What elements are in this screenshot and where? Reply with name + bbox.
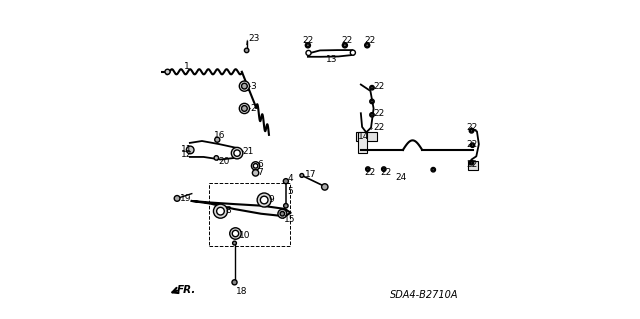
Text: 20: 20 <box>218 157 229 166</box>
Circle shape <box>365 44 369 47</box>
Text: 12: 12 <box>181 150 193 159</box>
Text: 7: 7 <box>257 168 263 177</box>
Circle shape <box>306 50 311 56</box>
Text: 22: 22 <box>302 36 314 45</box>
Text: 22: 22 <box>364 168 375 177</box>
Circle shape <box>365 43 370 48</box>
Text: 22: 22 <box>467 140 478 149</box>
Circle shape <box>469 129 474 133</box>
Circle shape <box>370 99 374 104</box>
Circle shape <box>383 168 385 170</box>
Polygon shape <box>192 201 291 216</box>
Circle shape <box>371 100 373 103</box>
Circle shape <box>432 168 435 171</box>
Bar <box>241 87 248 90</box>
Text: SDA4-B2710A: SDA4-B2710A <box>390 290 459 300</box>
Text: 16: 16 <box>214 131 225 140</box>
Circle shape <box>253 164 258 168</box>
Text: 10: 10 <box>239 231 250 240</box>
Circle shape <box>381 167 386 171</box>
Text: 22: 22 <box>342 36 353 45</box>
Circle shape <box>252 162 260 170</box>
Circle shape <box>239 103 250 114</box>
Circle shape <box>214 204 227 218</box>
Text: 22: 22 <box>373 109 384 118</box>
Circle shape <box>215 137 220 142</box>
Circle shape <box>321 184 328 190</box>
Circle shape <box>232 280 237 285</box>
Text: FR.: FR. <box>177 285 196 295</box>
Text: 22: 22 <box>364 36 375 45</box>
Text: 5: 5 <box>287 187 293 196</box>
Circle shape <box>371 114 373 116</box>
Circle shape <box>470 130 473 132</box>
Circle shape <box>234 150 240 156</box>
Circle shape <box>305 43 310 48</box>
Circle shape <box>307 44 310 47</box>
Text: 22: 22 <box>380 168 391 177</box>
Circle shape <box>252 170 259 176</box>
Bar <box>468 161 478 170</box>
Text: 23: 23 <box>248 34 259 43</box>
Circle shape <box>470 161 473 164</box>
Text: 8: 8 <box>225 206 230 215</box>
Text: 22: 22 <box>373 82 384 91</box>
Text: 24: 24 <box>395 173 406 182</box>
Circle shape <box>280 211 285 216</box>
Circle shape <box>343 44 346 47</box>
Text: 14: 14 <box>358 132 369 141</box>
Circle shape <box>350 50 355 55</box>
Bar <box>358 132 367 153</box>
Text: 4: 4 <box>287 174 292 183</box>
Circle shape <box>367 168 369 170</box>
Text: 3: 3 <box>250 82 256 91</box>
Circle shape <box>470 143 475 147</box>
Circle shape <box>241 106 247 111</box>
Circle shape <box>230 228 241 239</box>
Circle shape <box>365 167 370 171</box>
Circle shape <box>371 86 373 89</box>
Text: 2: 2 <box>250 104 256 113</box>
Text: 17: 17 <box>305 170 316 179</box>
Circle shape <box>231 147 243 159</box>
Text: 21: 21 <box>243 147 254 156</box>
Circle shape <box>370 85 374 90</box>
Text: 22: 22 <box>467 160 478 169</box>
Text: 13: 13 <box>326 56 337 64</box>
Circle shape <box>232 241 236 245</box>
Circle shape <box>278 209 287 218</box>
Circle shape <box>239 81 250 91</box>
Circle shape <box>244 48 249 53</box>
Circle shape <box>342 43 348 48</box>
Circle shape <box>257 193 271 207</box>
Circle shape <box>186 146 194 154</box>
Text: 11: 11 <box>181 145 193 154</box>
Circle shape <box>284 204 288 208</box>
Circle shape <box>241 83 247 89</box>
Text: 22: 22 <box>467 123 478 132</box>
Text: 9: 9 <box>268 195 274 204</box>
Bar <box>356 132 378 141</box>
Circle shape <box>260 196 268 204</box>
Circle shape <box>431 167 435 172</box>
Circle shape <box>471 144 474 146</box>
Text: 6: 6 <box>257 160 263 169</box>
Text: 22: 22 <box>373 123 384 132</box>
Circle shape <box>174 196 180 201</box>
Circle shape <box>300 174 304 177</box>
Text: 18: 18 <box>236 287 248 296</box>
Circle shape <box>217 207 224 215</box>
Circle shape <box>284 179 289 184</box>
Circle shape <box>370 113 374 117</box>
Text: 1: 1 <box>184 63 190 71</box>
Circle shape <box>165 69 170 74</box>
Circle shape <box>232 230 239 237</box>
Text: 15: 15 <box>284 215 296 224</box>
Circle shape <box>469 160 474 165</box>
Text: 19: 19 <box>180 194 192 203</box>
Circle shape <box>214 156 218 160</box>
